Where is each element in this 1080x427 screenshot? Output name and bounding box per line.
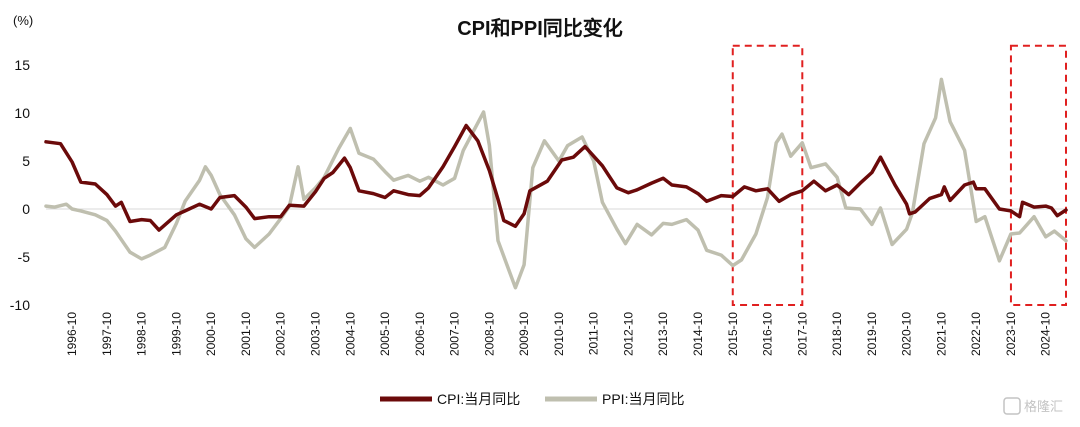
x-tick-label: 2017-10 (795, 312, 809, 356)
x-tick-label: 1998-10 (135, 312, 149, 356)
x-tick-label: 2004-10 (343, 312, 357, 356)
x-tick-label: 2002-10 (274, 312, 288, 356)
y-tick-label: 5 (22, 153, 30, 169)
y-tick-label: -10 (10, 297, 30, 313)
x-tick-label: 1999-10 (169, 312, 183, 356)
x-tick-label: 2008-10 (482, 312, 496, 356)
gelonghui-logo-icon (1003, 397, 1021, 415)
watermark-text: 格隆汇 (1024, 399, 1063, 414)
x-tick-label: 2005-10 (378, 312, 392, 356)
x-tick-label: 2019-10 (865, 312, 879, 356)
ppi-series-line (44, 77, 1068, 290)
x-tick-label: 2003-10 (308, 312, 322, 356)
x-tick-label: 2016-10 (761, 312, 775, 356)
x-tick-label: 2013-10 (656, 312, 670, 356)
x-tick-label: 2024-10 (1039, 312, 1053, 356)
x-tick-label: 2018-10 (830, 312, 844, 356)
chart-title: CPI和PPI同比变化 (457, 16, 623, 40)
y-axis-tick-labels: 15 10 5 0 -5 -10 (10, 57, 30, 313)
x-tick-label: 1996-10 (65, 312, 79, 356)
x-tick-label: 2007-10 (448, 312, 462, 356)
x-tick-label: 2001-10 (239, 312, 253, 356)
highlight-boxes (731, 44, 1067, 307)
y-tick-label: 0 (22, 201, 30, 217)
x-tick-label: 2021-10 (934, 312, 948, 356)
legend-label-cpi: CPI:当月同比 (437, 391, 520, 407)
y-tick-label: 15 (14, 57, 30, 73)
highlight-box (731, 44, 804, 307)
x-tick-label: 2010-10 (552, 312, 566, 356)
legend-label-ppi: PPI:当月同比 (602, 391, 684, 407)
x-tick-label: 2012-10 (621, 312, 635, 356)
x-tick-label: 2014-10 (691, 312, 705, 356)
watermark: 格隆汇 (1003, 397, 1063, 415)
x-tick-label: 2011-10 (587, 312, 601, 355)
x-tick-label: 2022-10 (969, 312, 983, 356)
highlight-box (1009, 44, 1067, 307)
cpi-series-line (44, 123, 1068, 232)
x-tick-label: 2000-10 (204, 312, 218, 356)
x-tick-label: 2015-10 (726, 312, 740, 356)
x-tick-label: 2009-10 (517, 312, 531, 356)
x-tick-label: 2006-10 (413, 312, 427, 356)
x-tick-label: 1997-10 (100, 312, 114, 356)
x-tick-label: 2023-10 (1004, 312, 1018, 356)
y-tick-label: 10 (14, 105, 30, 121)
x-tick-label: 2020-10 (900, 312, 914, 356)
y-tick-label: -5 (18, 249, 31, 265)
legend: CPI:当月同比 PPI:当月同比 (380, 391, 684, 407)
series-lines (44, 77, 1068, 290)
y-axis-unit-label: (%) (13, 13, 33, 28)
x-axis-tick-labels: 1996-10 1997-10 1998-10 1999-10 2000-10 2001-… (65, 312, 1053, 356)
